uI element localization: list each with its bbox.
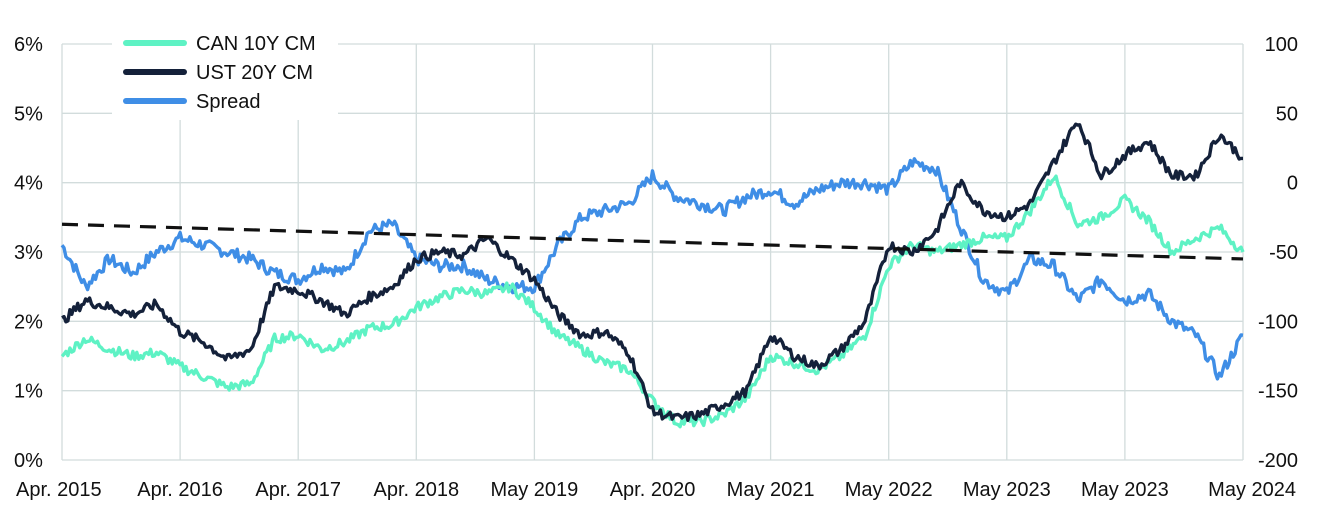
x-tick-label: Apr. 2018 <box>373 479 459 501</box>
x-tick-label: May 2023 <box>1081 479 1169 501</box>
trendline <box>61 222 1244 261</box>
legend-item-ust-20y-label: UST 20Y CM <box>196 62 313 84</box>
spread-line <box>60 157 1244 381</box>
x-tick-label: Apr. 2015 <box>16 479 102 501</box>
x-tick-label: May 2024 <box>1208 479 1296 501</box>
ust-20y-line <box>61 122 1243 422</box>
y-left-tick-label: 6% <box>14 34 43 56</box>
y-left-tick-label: 4% <box>14 173 43 195</box>
y-right-tick-label: -150 <box>1258 381 1298 403</box>
y-left-tick-label: 1% <box>14 381 43 403</box>
y-left-tick-label: 5% <box>14 103 43 125</box>
y-right-tick-label: -200 <box>1258 450 1298 472</box>
left-axis: 0% 1% 2% 3% 4% 5% 6% <box>14 34 43 472</box>
legend-item-spread-label: Spread <box>196 91 261 113</box>
y-right-tick-label: -100 <box>1258 311 1298 333</box>
y-right-tick-label: 50 <box>1276 103 1298 125</box>
legend-item-can-10y-label: CAN 10Y CM <box>196 33 316 55</box>
x-tick-label: May 2019 <box>490 479 578 501</box>
y-left-tick-label: 2% <box>14 311 43 333</box>
x-tick-label: Apr. 2017 <box>255 479 341 501</box>
y-right-tick-label: 0 <box>1287 173 1298 195</box>
x-tick-label: May 2023 <box>963 479 1051 501</box>
x-tick-label: May 2021 <box>727 479 815 501</box>
right-axis: -200 -150 -100 -50 0 50 100 <box>1258 34 1298 472</box>
y-left-tick-label: 3% <box>14 242 43 264</box>
trendline-layer <box>61 222 1244 261</box>
legend: CAN 10Y CM UST 20Y CM Spread <box>112 28 338 120</box>
series-lines <box>60 122 1245 429</box>
y-right-tick-label: 100 <box>1265 34 1298 56</box>
can-10y-line <box>60 174 1245 429</box>
y-left-tick-label: 0% <box>14 450 43 472</box>
x-tick-label: May 2022 <box>845 479 933 501</box>
x-axis: Apr. 2015 Apr. 2016 Apr. 2017 Apr. 2018 May … <box>16 479 1296 501</box>
x-tick-label: Apr. 2016 <box>137 479 223 501</box>
x-tick-label: Apr. 2020 <box>610 479 696 501</box>
y-right-tick-label: -50 <box>1269 242 1298 264</box>
